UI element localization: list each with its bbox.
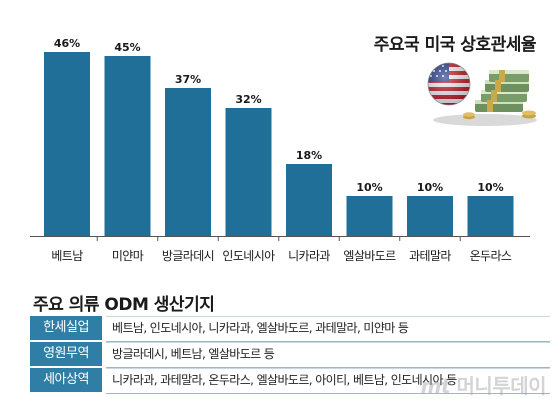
bar-2: [104, 56, 151, 236]
company-name: 한세실업: [30, 316, 102, 340]
bar-1: [44, 52, 90, 236]
tariff-chart: 46% 베트남 45% 미얀마 37% 방글라데시 32% 인도네시아 18% 니카라과 10% 엘살…: [30, 35, 537, 263]
bar-5: [286, 164, 332, 236]
chart-title: 주요국 미국 상호관세율: [373, 35, 537, 55]
bar-7: [407, 196, 453, 236]
odm-row: 영원무역 방글라데시, 베트남, 엘살바도르 등: [30, 342, 550, 368]
value-label-5: 18%: [296, 149, 322, 162]
bar-4: [225, 108, 272, 236]
company-name: 세아상역: [30, 368, 102, 392]
odm-table: 한세실업 베트남, 인도네시아, 니카라과, 엘살바도르, 과테말라, 미얀마 …: [30, 316, 550, 394]
value-label-4: 32%: [235, 93, 261, 106]
value-label-3: 37%: [175, 73, 201, 86]
odm-production-bases: 주요 의류 ODM 생산기지 한세실업 베트남, 인도네시아, 니카라과, 엘살…: [0, 280, 560, 409]
value-label-6: 10%: [356, 181, 382, 194]
company-countries: 베트남, 인도네시아, 니카라과, 엘살바도르, 과테말라, 미얀마 등: [106, 316, 550, 342]
company-countries: 방글라데시, 베트남, 엘살바도르 등: [106, 342, 550, 368]
category-label-8: 온두라스: [470, 249, 512, 263]
tariff-bar-chart: 46% 베트남 45% 미얀마 37% 방글라데시 32% 인도네시아 18% 니카라과 10% 엘살…: [30, 37, 530, 263]
bar-6: [346, 196, 393, 236]
us-flag-globe-with-money-icon: [427, 62, 537, 126]
value-label-7: 10%: [417, 181, 443, 194]
watermark-text: 머니투데이: [456, 374, 547, 398]
value-label-8: 10%: [477, 181, 503, 194]
category-label-4: 인도네시아: [222, 249, 275, 263]
category-label-3: 방글라데시: [162, 249, 214, 263]
value-label-2: 45%: [114, 41, 140, 54]
odm-row: 세아상역 니카라과, 과테말라, 온두라스, 엘살바도르, 아이티, 베트남, …: [30, 368, 550, 394]
odm-row: 한세실업 베트남, 인도네시아, 니카라과, 엘살바도르, 과테말라, 미얀마 …: [30, 316, 550, 342]
watermark-prefix: mt: [420, 374, 451, 398]
odm-title: 주요 의류 ODM 생산기지: [33, 295, 215, 315]
category-label-7: 과테말라: [409, 249, 451, 263]
company-countries: 니카라과, 과테말라, 온두라스, 엘살바도르, 아이티, 베트남, 인도네시아…: [106, 368, 550, 394]
category-label-6: 엘살바도르: [343, 249, 396, 263]
category-label-5: 니카라과: [288, 249, 330, 263]
bar-3: [165, 88, 211, 236]
watermark: mt 머니투데이: [420, 370, 547, 399]
category-label-1: 베트남: [51, 249, 83, 263]
company-name: 영원무역: [30, 342, 102, 366]
category-label-2: 미얀마: [112, 249, 144, 263]
bar-8: [467, 196, 514, 236]
value-label-1: 46%: [54, 37, 80, 50]
